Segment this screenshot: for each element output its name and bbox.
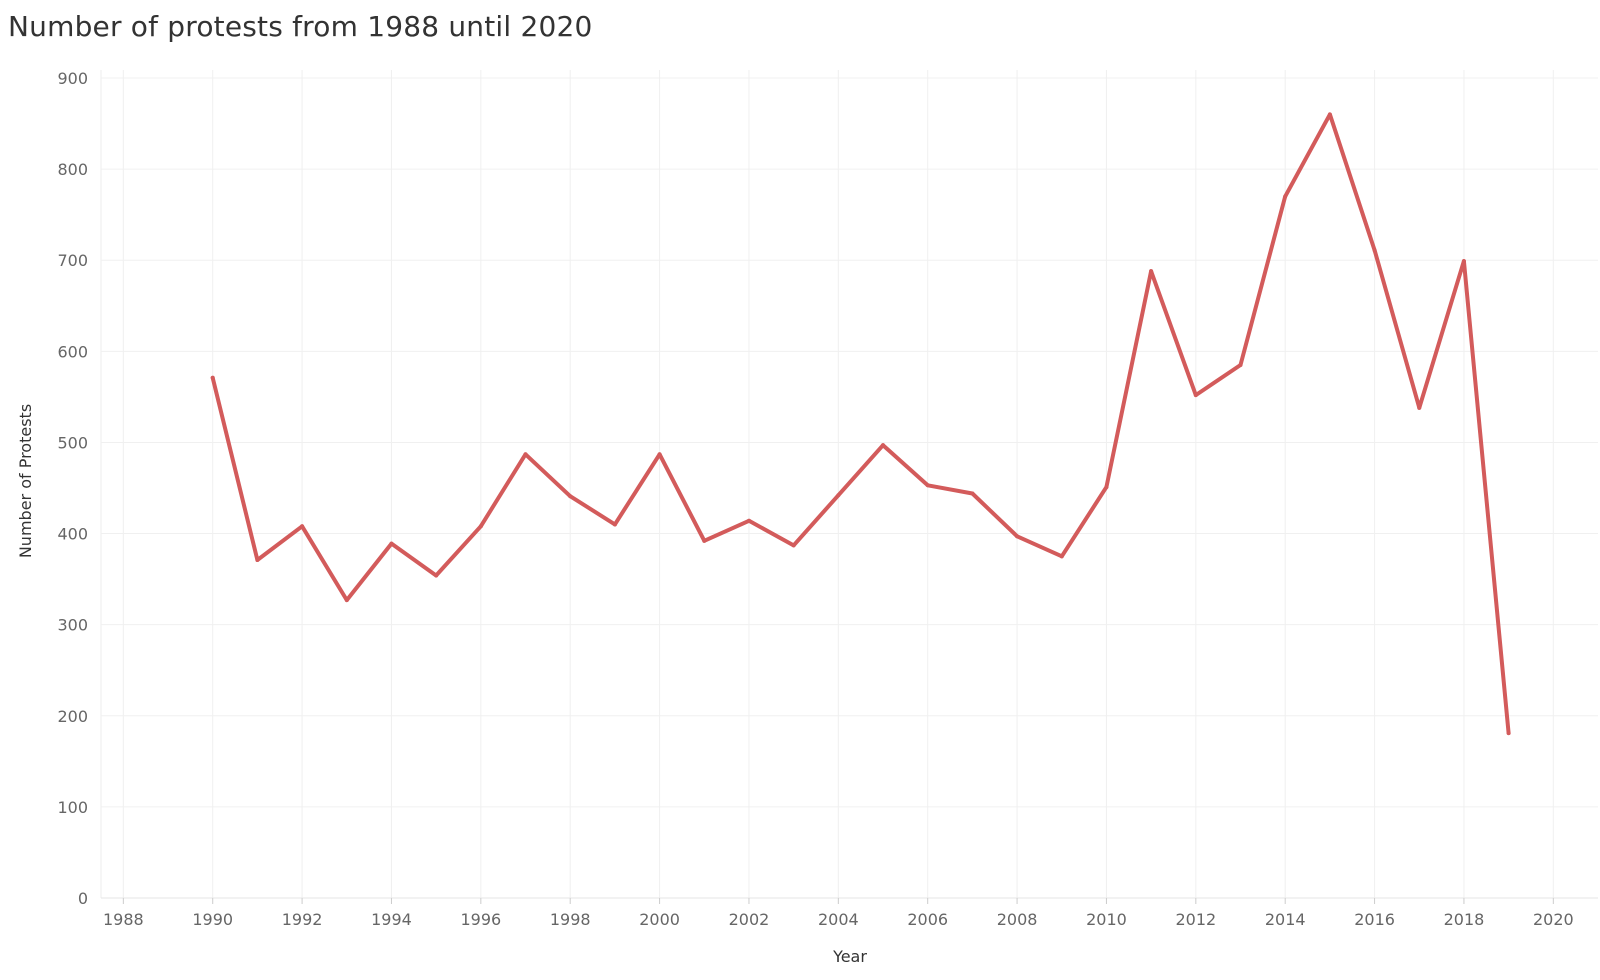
y-tick-label: 400 (57, 525, 88, 544)
data-point[interactable] (389, 541, 394, 546)
data-point[interactable] (568, 494, 573, 499)
series-line (210, 112, 1511, 736)
y-tick-label: 100 (57, 798, 88, 817)
data-point[interactable] (523, 452, 528, 457)
y-tick-label: 600 (57, 342, 88, 361)
x-tick-label: 1992 (282, 910, 323, 929)
data-point[interactable] (1193, 393, 1198, 398)
data-point[interactable] (300, 524, 305, 529)
data-point[interactable] (791, 543, 796, 548)
x-tick-label: 2004 (818, 910, 859, 929)
series-layer (210, 112, 1511, 736)
data-point[interactable] (1283, 194, 1288, 199)
x-tick-label: 2006 (907, 910, 948, 929)
data-point[interactable] (344, 598, 349, 603)
data-point[interactable] (657, 452, 662, 457)
data-point[interactable] (1417, 405, 1422, 410)
data-point[interactable] (746, 518, 751, 523)
y-tick-label: 300 (57, 616, 88, 635)
data-point[interactable] (881, 443, 886, 448)
x-tick-label: 2012 (1175, 910, 1216, 929)
data-point[interactable] (478, 524, 483, 529)
y-tick-label: 900 (57, 69, 88, 88)
x-tick-label: 1988 (103, 910, 144, 929)
x-tick-label: 1994 (371, 910, 412, 929)
data-point[interactable] (836, 493, 841, 498)
data-point[interactable] (970, 491, 975, 496)
data-point[interactable] (434, 573, 439, 578)
y-axis-title: Number of Protests (16, 404, 35, 558)
axis-ticks: 0 100 200 300 400 500 600 700 800 900 1988 1990 1992… (57, 69, 1573, 929)
data-point[interactable] (1238, 363, 1243, 367)
data-point[interactable] (1015, 534, 1020, 539)
x-tick-label: 1996 (460, 910, 501, 929)
data-point[interactable] (210, 375, 215, 380)
y-tick-label: 200 (57, 707, 88, 726)
x-tick-label: 2008 (997, 910, 1038, 929)
x-tick-label: 2020 (1533, 910, 1574, 929)
x-tick-label: 1998 (550, 910, 591, 929)
grid-lines (100, 70, 1598, 899)
chart-title: Number of protests from 1988 until 2020 (8, 10, 593, 43)
y-tick-label: 800 (57, 160, 88, 179)
y-tick-label: 0 (78, 889, 88, 908)
data-point[interactable] (1059, 554, 1064, 559)
data-point[interactable] (702, 538, 707, 543)
x-tick-label: 1990 (192, 910, 233, 929)
data-point[interactable] (1506, 731, 1511, 736)
x-tick-label: 2016 (1354, 910, 1395, 929)
data-point[interactable] (925, 483, 930, 488)
x-tick-label: 2010 (1086, 910, 1127, 929)
data-point[interactable] (612, 522, 617, 527)
x-tick-label: 2018 (1444, 910, 1485, 929)
data-point[interactable] (1104, 485, 1109, 490)
data-point[interactable] (1149, 269, 1154, 274)
data-point[interactable] (1372, 248, 1377, 253)
x-tick-label: 2014 (1265, 910, 1306, 929)
x-tick-label: 2002 (729, 910, 770, 929)
data-point[interactable] (1461, 259, 1466, 264)
x-tick-label: 2000 (639, 910, 680, 929)
y-tick-label: 500 (57, 433, 88, 452)
data-point[interactable] (1327, 112, 1332, 117)
x-axis-title: Year (832, 947, 867, 966)
data-point[interactable] (255, 557, 260, 562)
y-tick-label: 700 (57, 251, 88, 270)
